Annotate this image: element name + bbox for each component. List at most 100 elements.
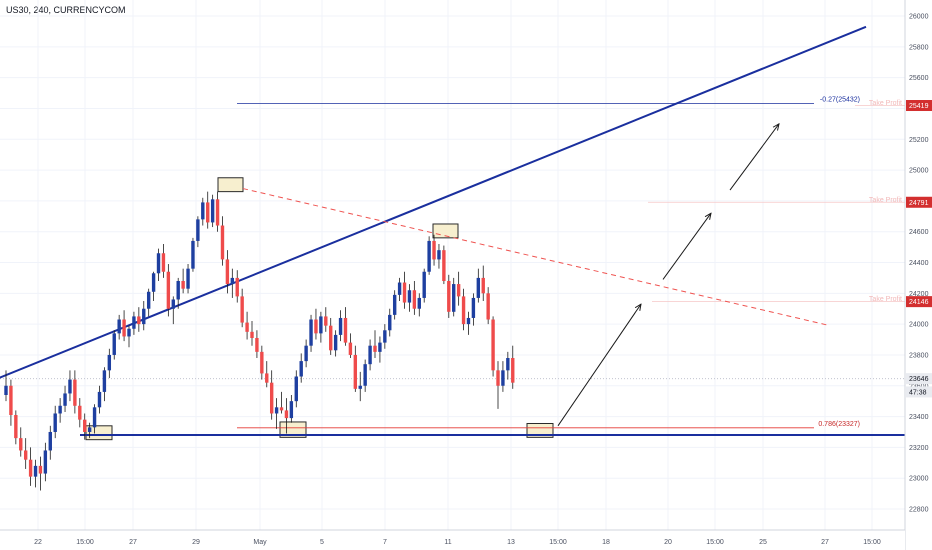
- candle-body: [9, 385, 13, 416]
- candles-layer: [4, 191, 515, 491]
- candle: [422, 268, 426, 303]
- candle-body: [38, 465, 43, 474]
- candle-body: [506, 358, 510, 371]
- price-label-box: [906, 296, 932, 308]
- time-tick-label: 15:00: [549, 539, 567, 546]
- candle: [122, 310, 126, 342]
- time-tick-label: 7: [383, 539, 387, 546]
- candle: [402, 271, 407, 309]
- candle: [220, 216, 225, 266]
- candle-body: [437, 250, 441, 260]
- candle: [269, 370, 274, 420]
- candle: [38, 456, 43, 491]
- candle-body: [402, 282, 407, 303]
- candle-body: [132, 316, 136, 329]
- candle-body: [383, 330, 387, 343]
- candle: [314, 308, 318, 340]
- price-tick-label: 26000: [909, 14, 929, 21]
- price-tick-label: 25800: [909, 44, 929, 51]
- candle: [412, 280, 417, 315]
- candle: [201, 197, 205, 226]
- candle-body: [230, 277, 235, 285]
- candle-body: [353, 354, 358, 389]
- candle-body: [348, 342, 353, 355]
- candle: [4, 370, 8, 402]
- candle: [299, 353, 303, 383]
- candle-body: [122, 319, 126, 337]
- candle: [151, 271, 156, 302]
- candle-body: [68, 379, 72, 394]
- candle: [289, 394, 294, 423]
- candle-body: [166, 271, 171, 309]
- candle-body: [43, 450, 48, 474]
- candle: [58, 398, 62, 423]
- candle: [417, 293, 421, 317]
- candle: [368, 339, 372, 371]
- candle-body: [392, 294, 397, 315]
- candle-body: [378, 342, 382, 352]
- candle: [476, 268, 481, 303]
- candle: [363, 359, 367, 392]
- candle: [491, 316, 495, 377]
- candle: [132, 311, 136, 335]
- candle: [176, 277, 180, 309]
- candle: [373, 330, 377, 359]
- time-tick-label: 22: [34, 539, 42, 546]
- time-tick-label: May: [253, 539, 267, 546]
- candle-body: [53, 413, 57, 432]
- candle-body: [14, 415, 18, 439]
- candle: [511, 345, 515, 389]
- candle-body: [260, 351, 264, 374]
- candle: [501, 361, 505, 392]
- highlight-box: [526, 422, 554, 438]
- candle: [33, 459, 38, 488]
- candle-body: [442, 250, 446, 281]
- candle: [83, 413, 87, 440]
- candle-body: [235, 277, 239, 297]
- take-profit-label: Take Profit: [869, 197, 902, 204]
- candle-body: [107, 354, 112, 371]
- price-label-box: [906, 373, 932, 385]
- dashed-resistance-line: [242, 188, 831, 327]
- candle: [146, 288, 151, 317]
- candle: [486, 287, 490, 325]
- take-profit-label: Take Profit: [869, 100, 902, 107]
- candle: [471, 293, 476, 326]
- candle-body: [447, 280, 451, 312]
- candle-body: [333, 334, 338, 351]
- candle: [225, 250, 230, 294]
- candle: [215, 191, 220, 232]
- candle-body: [456, 284, 461, 297]
- candle-body: [265, 373, 269, 383]
- candle-body: [417, 297, 421, 309]
- candle: [210, 194, 215, 228]
- candle: [324, 307, 328, 332]
- projection-arrow: [662, 213, 711, 280]
- candle-body: [407, 290, 412, 303]
- projection-arrow: [557, 304, 641, 427]
- candle: [240, 288, 244, 328]
- candle: [43, 442, 48, 482]
- candle-body: [466, 317, 471, 325]
- time-tick-label: 18: [602, 539, 610, 546]
- time-axis[interactable]: 22 15:00 27 29 May 5 7 11 13 15:00 18 20 15:00 25 27 15…: [0, 529, 905, 550]
- time-tick-label: 15:00: [76, 539, 94, 546]
- candle-body: [87, 427, 92, 432]
- candle: [338, 310, 343, 342]
- candle-body: [496, 370, 500, 386]
- price-tick-label: 24600: [909, 229, 929, 236]
- candle: [255, 330, 259, 359]
- candle-body: [452, 284, 456, 312]
- price-tick-label: 23000: [909, 476, 929, 483]
- candle: [250, 321, 254, 346]
- candle: [112, 330, 116, 360]
- price-axis[interactable]: 2600025800256002540025200250002480024600…: [904, 0, 932, 550]
- candle-body: [206, 202, 210, 223]
- candle-body: [461, 296, 466, 325]
- price-label-text: 23646: [909, 376, 929, 383]
- candle-body: [412, 290, 417, 309]
- time-tick-label: 20: [664, 539, 672, 546]
- candle-body: [215, 199, 220, 226]
- candle-body: [363, 364, 367, 386]
